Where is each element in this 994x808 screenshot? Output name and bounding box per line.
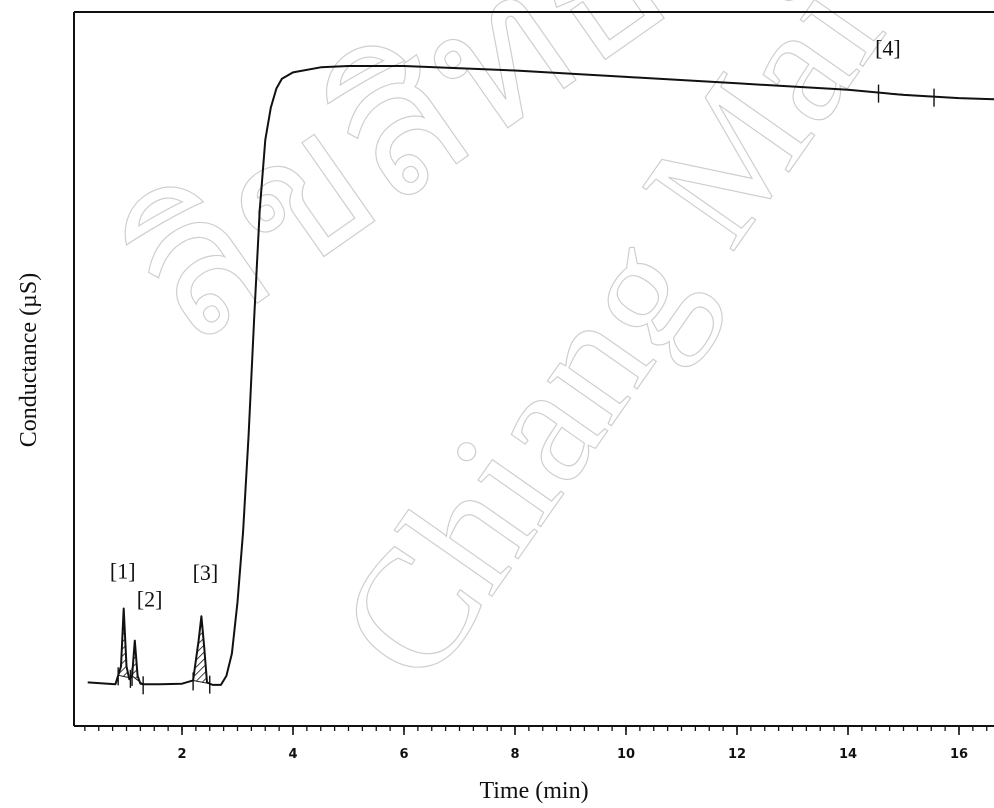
- series-line: [87, 65, 994, 686]
- peak-label: [2]: [137, 587, 163, 612]
- x-tick-label: 2: [177, 747, 186, 762]
- peak-label: [3]: [193, 560, 219, 585]
- peak-label: [4]: [875, 36, 901, 61]
- x-minor-ticks: [84, 726, 988, 731]
- x-major-ticks: [181, 726, 960, 735]
- peak-label: [1]: [110, 559, 136, 584]
- x-tick-label: 14: [839, 747, 857, 762]
- x-tick-label: 12: [728, 747, 746, 762]
- series-group: [87, 65, 994, 686]
- x-tick-label: 8: [510, 747, 519, 762]
- x-tick-label: 16: [950, 747, 968, 762]
- x-tick-labels: 2 4 6 8 10 12 14 16: [177, 747, 968, 762]
- x-tick-label: 6: [399, 747, 408, 762]
- x-axis-title: Time (min): [479, 778, 588, 804]
- plot-frame: [73, 11, 994, 727]
- y-axis-title: Conductance (µS): [16, 273, 42, 447]
- watermark: ลิขสิทธิ์ Chiang Mai: [71, 0, 919, 714]
- peak-annotations: [1][2] [3] [4]: [110, 36, 901, 612]
- integration-markers: [117, 84, 935, 695]
- x-tick-label: 4: [288, 747, 297, 762]
- x-tick-label: 10: [617, 747, 635, 762]
